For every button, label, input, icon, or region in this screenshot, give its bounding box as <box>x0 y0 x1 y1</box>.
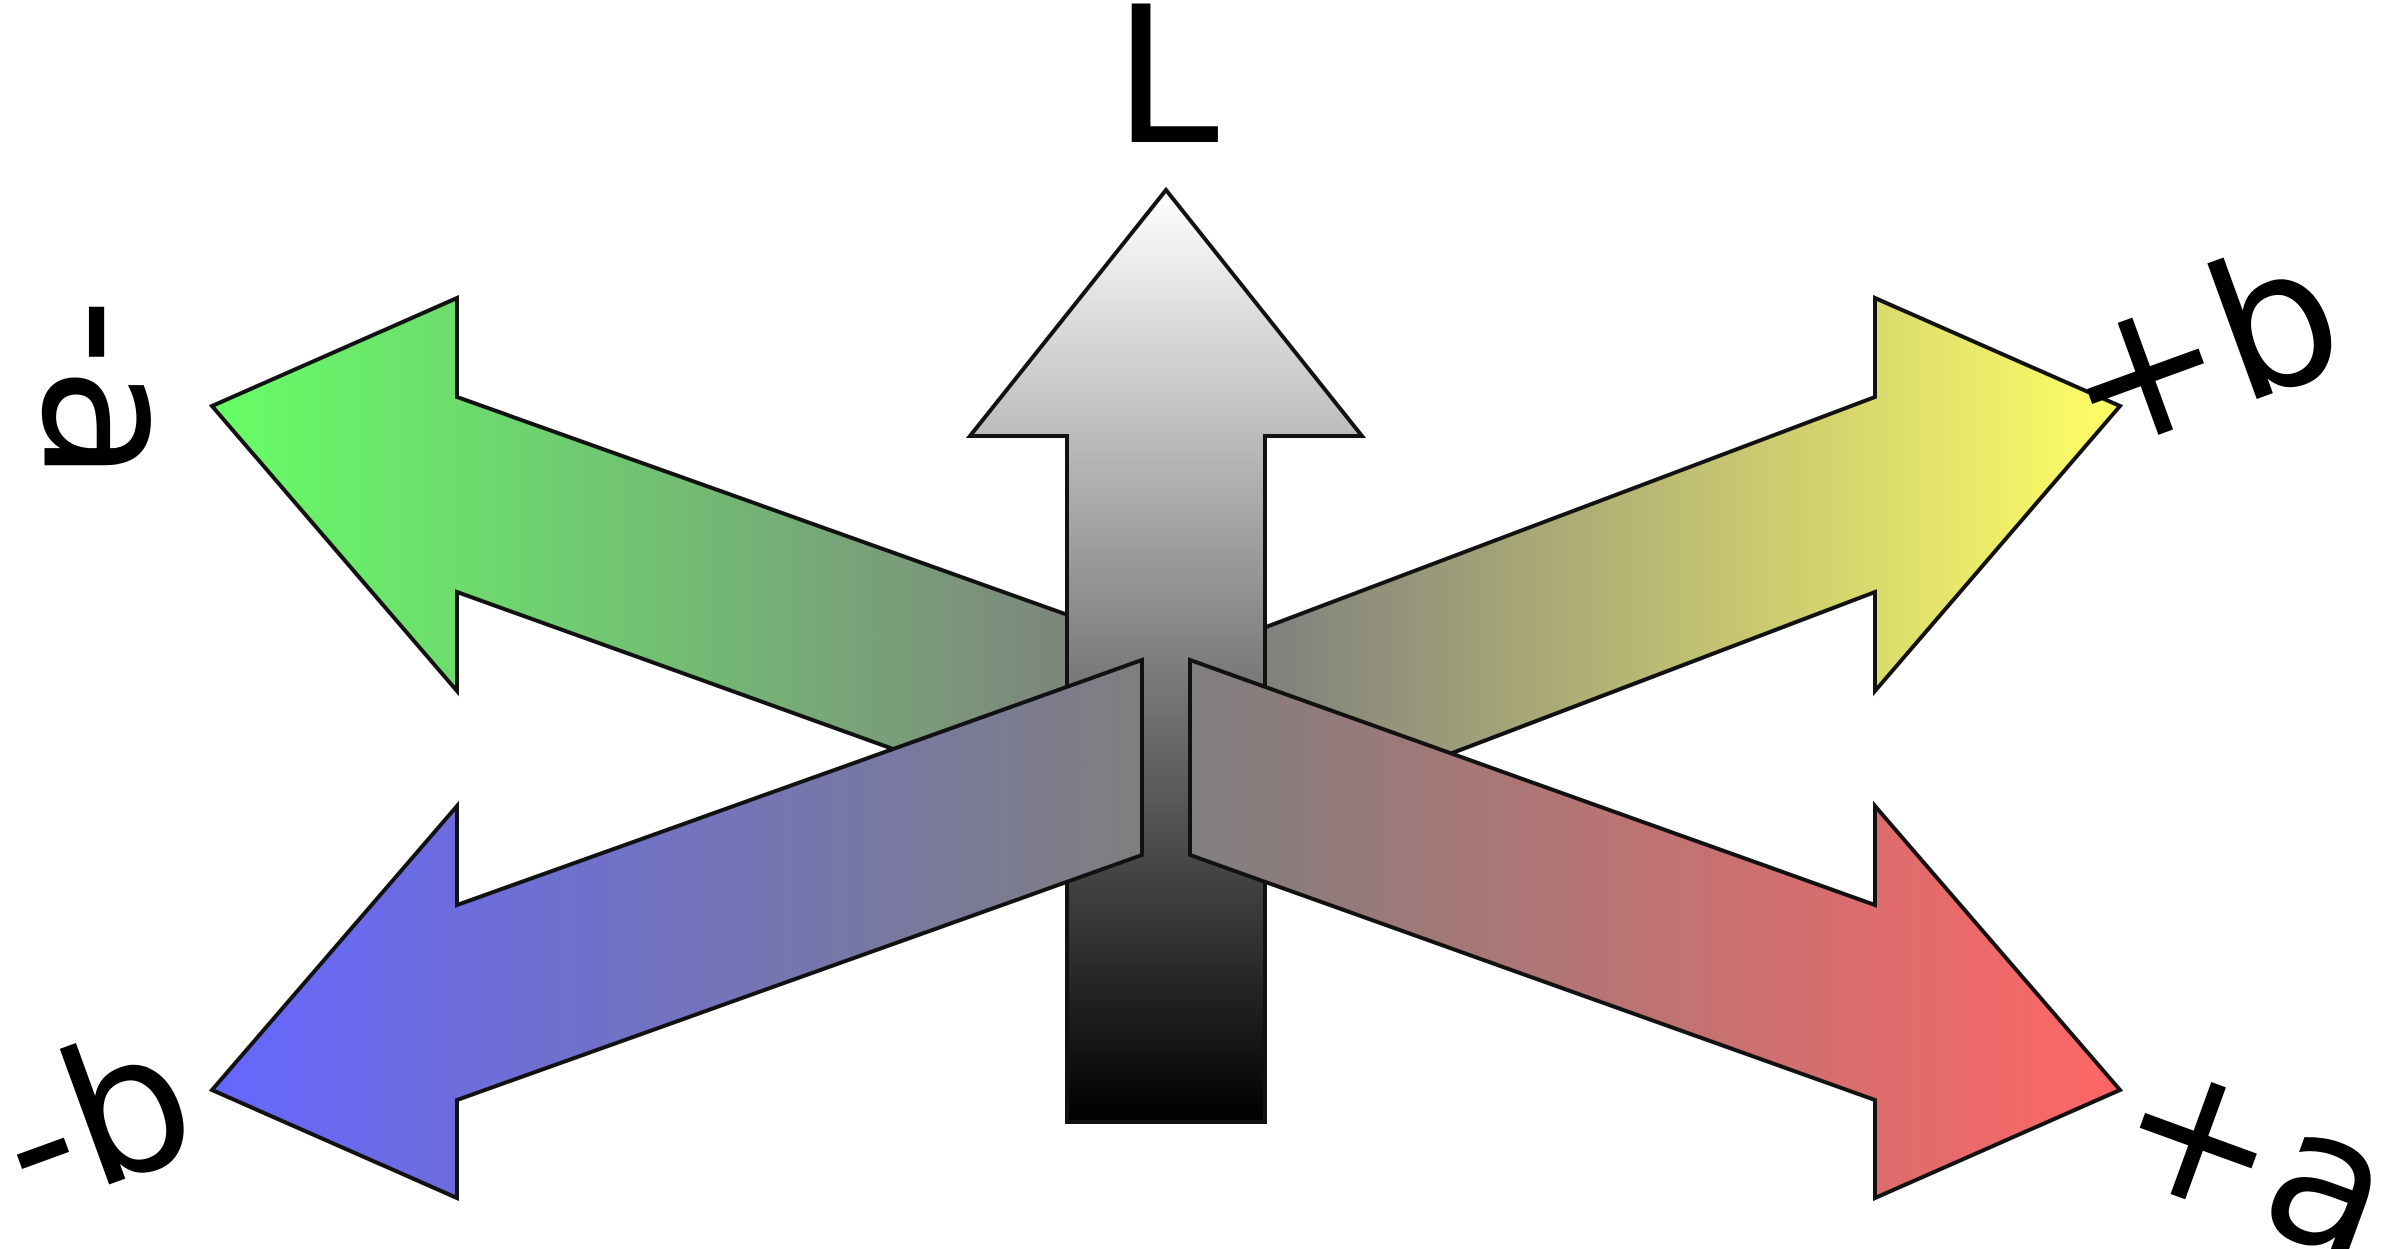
neg-a-axis-label: -a <box>0 298 221 483</box>
neg-b-axis-label: -b <box>0 984 222 1249</box>
l-axis-label: L <box>1113 0 1219 187</box>
l-arrow <box>965 186 1367 1124</box>
pos-b-axis-label: +b <box>2031 198 2370 501</box>
pos-a-arrow <box>1188 657 2124 1202</box>
neg-b-arrow <box>208 657 1144 1202</box>
pos-a-axis-label: +a <box>2088 1004 2400 1249</box>
